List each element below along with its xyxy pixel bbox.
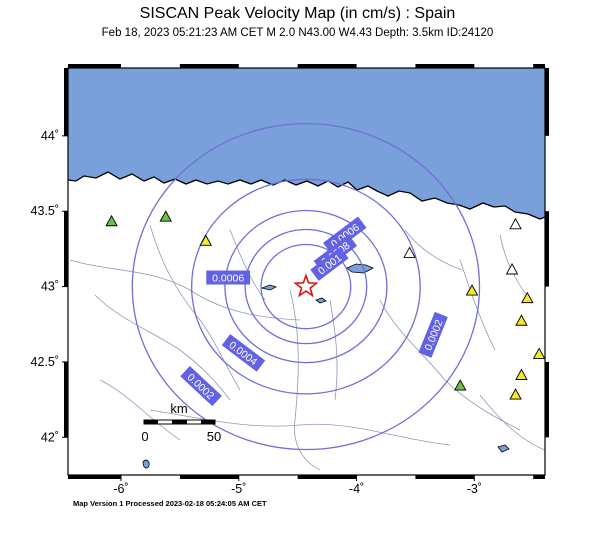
station-triangle-icon [403,246,416,258]
velocity-contours [131,122,481,451]
contour-label: 0.0006 [206,270,251,285]
lon-tick-label: -4˚ [349,482,364,496]
map-frame-bars [64,64,549,479]
station-triangle-icon [532,347,545,359]
lat-tick-label: 44˚ [41,129,59,143]
scale-unit: km [170,401,187,416]
seismic-stations [105,210,545,400]
contour-line [260,243,352,330]
station-triangle-icon [453,379,467,391]
axis-ticks: -6˚ -5˚ -4˚ -3˚ 44˚ 43.5˚ 43˚ 42.5˚ 42˚ [31,129,482,496]
station-triangle-icon [105,214,118,227]
map-title: SISCAN Peak Velocity Map (in cm/s) : Spa… [139,5,456,22]
coastline [68,171,545,220]
event-info: Feb 18, 2023 05:21:23 AM CET M 2.0 N43.0… [101,27,494,39]
scale-start-label: 0 [141,429,148,444]
sea-area [68,68,545,219]
contour-label-box [323,216,367,255]
lon-tick-label: -6˚ [113,482,128,496]
frame-bar [179,64,239,68]
contour-label-box [221,334,266,372]
epicenter-star-icon [293,273,319,298]
footer-note: Map Version 1 Processed 2023-02-18 05:24… [73,499,267,508]
frame-bar [68,475,121,479]
lat-tick-label: 43˚ [41,280,59,294]
station-triangle-icon [515,368,528,380]
station-triangle-icon [199,234,213,246]
frame-bar [68,64,121,68]
lon-tick-label: -5˚ [231,482,246,496]
contour-line [190,178,421,395]
contour-label-box [206,270,251,285]
frame-bar [415,475,475,479]
frame-bar [64,361,68,438]
station-triangle-icon [159,210,173,222]
contour-label-box [418,311,448,358]
contour-labels: 0.00060.00060.00080.0010.00040.00020.000… [180,216,448,407]
contour-label-box [310,247,349,281]
lat-tick-label: 42.5˚ [31,355,60,369]
station-triangle-icon [505,263,519,275]
contour-line [224,209,388,364]
scale-bar-segment [172,420,187,424]
lon-tick-label: -3˚ [467,482,482,496]
contour-line [131,122,481,451]
station-triangle-icon [515,314,528,326]
reservoirs [142,263,510,469]
scale-end-label: 50 [207,429,221,444]
lat-tick-label: 43.5˚ [31,204,60,218]
scale-bar: km 0 50 [141,401,221,444]
lat-tick-label: 42˚ [41,430,59,444]
frame-bar [545,361,549,438]
frame-bar [64,68,68,136]
station-triangle-icon [509,217,522,230]
frame-bar [297,64,357,68]
frame-bar [545,68,549,136]
frame-bar [64,211,68,287]
frame-bar [415,64,475,68]
frame-bar [179,475,239,479]
frame-bar [545,211,549,287]
station-triangle-icon [521,291,534,304]
frame-bar [533,475,545,479]
frame-bar [297,475,357,479]
contour-line [244,228,368,345]
scale-bar-segment [201,420,215,424]
contour-label-text: 0.0006 [212,273,244,285]
contour-label-box [180,366,222,407]
frame-bar [533,64,545,68]
scale-bar-segment [144,420,158,424]
station-triangle-icon [465,284,479,296]
station-triangle-icon [509,388,522,400]
